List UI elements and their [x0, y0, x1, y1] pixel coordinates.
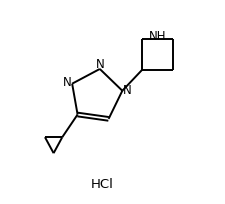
Text: N: N	[123, 84, 132, 97]
Text: NH: NH	[149, 30, 166, 43]
Text: HCl: HCl	[91, 177, 114, 190]
Text: N: N	[63, 75, 72, 88]
Text: N: N	[96, 58, 105, 71]
